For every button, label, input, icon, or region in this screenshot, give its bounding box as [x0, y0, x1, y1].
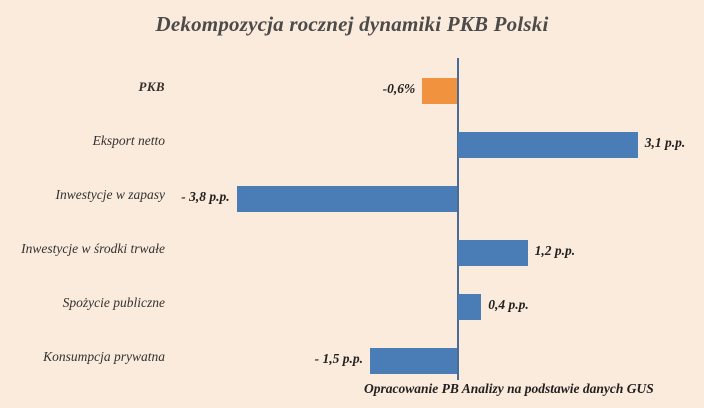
bar-row: PKB -0,6% — [0, 64, 704, 118]
bar — [370, 348, 457, 374]
bar — [458, 240, 528, 266]
category-label: Spożycie publiczne — [62, 295, 165, 310]
zero-axis-line — [457, 58, 459, 380]
category-label: Inwestycje w zapasy — [55, 187, 165, 202]
source-note: Opracowanie PB Analizy na podstawie dany… — [364, 381, 654, 396]
bar-row: Konsumpcja prywatna - 1,5 p.p. — [0, 334, 704, 388]
bar — [236, 186, 457, 212]
value-label: 1,2 p.p. — [534, 243, 576, 258]
bar-row: Inwestycje w środki trwałe 1,2 p.p. — [0, 226, 704, 280]
value-label: -0,6% — [382, 81, 416, 96]
plot-area: PKB -0,6% Eksport netto 3,1 p.p. Inwestycje … — [0, 58, 704, 380]
category-label: PKB — [138, 79, 165, 94]
value-label: - 3,8 p.p. — [181, 189, 230, 204]
chart-title: Dekompozycja rocznej dynamiki PKB Polski — [155, 12, 549, 36]
bar-row: Spożycie publiczne 0,4 p.p. — [0, 280, 704, 334]
bar — [422, 78, 457, 104]
value-label: 3,1 p.p. — [644, 135, 686, 150]
bar — [458, 132, 638, 158]
category-label: Konsumpcja prywatna — [43, 349, 165, 364]
value-label: - 1,5 p.p. — [314, 351, 363, 366]
category-label: Eksport netto — [92, 133, 165, 148]
bar-row: Eksport netto 3,1 p.p. — [0, 118, 704, 172]
category-label: Inwestycje w środki trwałe — [21, 241, 165, 256]
value-label: 0,4 p.p. — [488, 297, 529, 312]
bar — [458, 294, 482, 320]
bar-row: Inwestycje w zapasy - 3,8 p.p. — [0, 172, 704, 226]
